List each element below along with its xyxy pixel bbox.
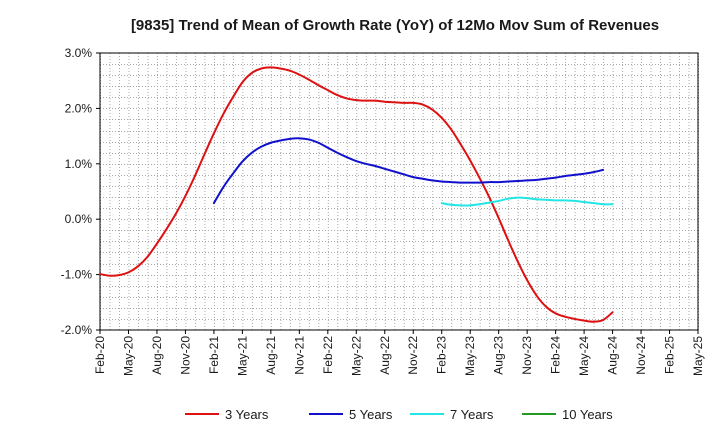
x-tick-label: Feb-20	[93, 336, 107, 374]
legend-label-7-years: 7 Years	[450, 407, 494, 422]
x-tick-label: Aug-22	[378, 336, 392, 375]
legend: 3 Years 5 Years 7 Years 10 Years	[185, 407, 613, 422]
y-axis: -2.0% -1.0% 0.0% 1.0% 2.0% 3.0%	[61, 46, 100, 337]
x-tick-label: May-21	[235, 336, 249, 376]
x-tick-label: May-24	[577, 336, 591, 376]
x-tick-label: Nov-21	[292, 336, 306, 375]
x-tick-label: Aug-24	[606, 336, 620, 375]
y-tick-label: 0.0%	[65, 212, 93, 226]
x-tick-label: Feb-24	[549, 336, 563, 374]
y-tick-label: 1.0%	[65, 157, 93, 171]
x-tick-label: Feb-21	[207, 336, 221, 374]
x-tick-label: Nov-22	[406, 336, 420, 375]
x-axis: Feb-20 May-20 Aug-20 Nov-20 Feb-21 May-21 Aug-…	[93, 330, 705, 376]
x-tick-label: Nov-24	[634, 336, 648, 375]
x-tick-label: Nov-20	[178, 336, 192, 375]
series-line-5-years	[212, 137, 605, 205]
x-tick-label: Feb-25	[663, 336, 677, 374]
y-tick-label: 3.0%	[65, 46, 93, 60]
x-tick-label: May-20	[121, 336, 135, 376]
x-tick-label: May-22	[349, 336, 363, 376]
y-tick-label: -2.0%	[61, 323, 93, 337]
x-tick-label: Aug-21	[264, 336, 278, 375]
plot-area	[99, 52, 699, 331]
series-line-3-years	[99, 66, 614, 323]
x-tick-label: Feb-22	[321, 336, 335, 374]
chart-title: [9835] Trend of Mean of Growth Rate (YoY…	[131, 17, 659, 34]
x-tick-label: Feb-23	[435, 336, 449, 374]
legend-label-10-years: 10 Years	[562, 407, 613, 422]
y-tick-label: 2.0%	[65, 101, 93, 115]
x-tick-label: May-23	[463, 336, 477, 376]
series-line-7-years	[440, 196, 614, 207]
x-tick-label: Aug-23	[492, 336, 506, 375]
series-lines	[99, 66, 614, 323]
legend-label-5-years: 5 Years	[349, 407, 393, 422]
x-tick-label: Aug-20	[150, 336, 164, 375]
grid	[100, 53, 699, 330]
x-tick-label: May-25	[691, 336, 705, 376]
x-tick-label: Nov-23	[520, 336, 534, 375]
legend-label-3-years: 3 Years	[225, 407, 269, 422]
y-tick-label: -1.0%	[61, 268, 93, 282]
